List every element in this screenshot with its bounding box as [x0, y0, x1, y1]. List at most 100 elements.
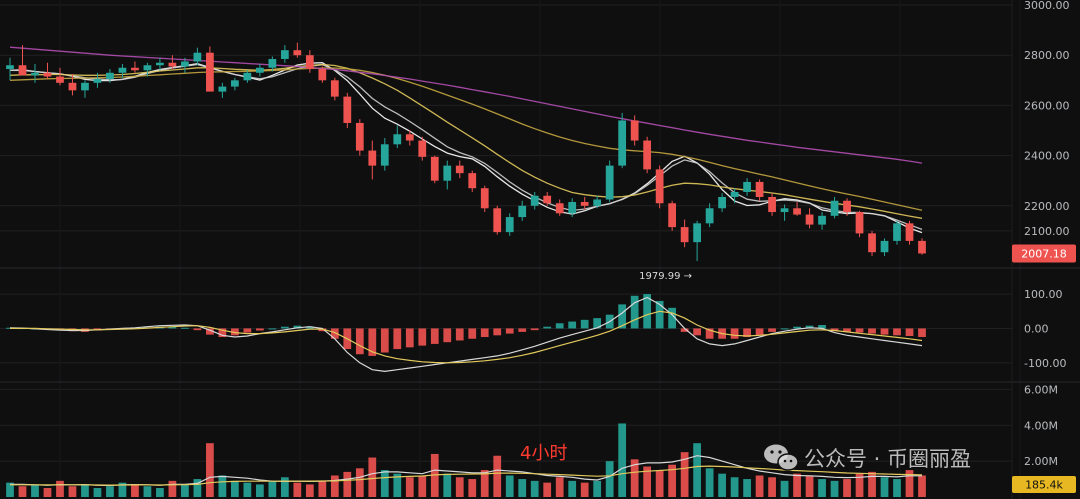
volume-bars: [6, 423, 926, 497]
candle: [380, 138, 389, 171]
candle-body: [231, 80, 239, 87]
macd-bar: [168, 327, 177, 329]
candle-body: [181, 61, 189, 67]
candle-body: [843, 200, 851, 213]
price-ma-line-4: [9, 67, 923, 211]
candle-body: [418, 140, 427, 157]
candle-body: [193, 52, 202, 62]
macd-bar: [418, 328, 427, 346]
macd-bar: [355, 328, 364, 355]
candle-body: [368, 150, 377, 166]
volume-bar: [143, 486, 152, 497]
volume-bar: [655, 470, 664, 497]
candle: [855, 210, 864, 238]
macd-bar: [218, 328, 227, 338]
candle: [68, 74, 77, 96]
candle: [81, 80, 89, 98]
candle-body: [855, 212, 864, 234]
candle: [31, 63, 39, 83]
candle-body: [918, 240, 926, 254]
macd-pane[interactable]: [6, 294, 926, 373]
macd-bar: [530, 328, 539, 331]
candle-body: [81, 82, 89, 91]
volume-bar: [630, 459, 639, 497]
candle: [393, 125, 402, 149]
candle-body: [730, 191, 739, 197]
volume-bar: [343, 471, 352, 497]
candle: [355, 119, 364, 156]
volume-bar: [568, 480, 577, 497]
timeframe-label: 4小时: [520, 443, 567, 464]
candle: [655, 165, 664, 209]
candle-body: [280, 50, 289, 59]
candle-body: [330, 80, 339, 97]
macd-bar: [655, 300, 664, 329]
macd-bar: [543, 326, 552, 329]
macd-bar: [568, 321, 577, 329]
candle-body: [18, 65, 27, 76]
macd-bar: [618, 304, 627, 329]
macd-bar: [830, 328, 839, 332]
volume-bar: [643, 466, 652, 497]
volume-bar: [605, 461, 614, 497]
candle: [305, 50, 314, 73]
candle-body: [318, 69, 327, 81]
last-price-tag: 2007.18: [1012, 244, 1076, 263]
volume-bar: [330, 475, 339, 497]
candle-body: [393, 134, 402, 145]
candle: [143, 62, 152, 77]
macd-bar: [555, 323, 564, 329]
macd-bar: [318, 328, 327, 332]
macd-bar: [793, 326, 801, 329]
price-tick-label: 2100.00: [1024, 225, 1070, 238]
volume-bar: [493, 455, 502, 497]
price-pane[interactable]: [6, 42, 926, 261]
macd-bar: [480, 328, 489, 338]
candle: [880, 238, 889, 256]
candle-body: [343, 96, 352, 123]
candle: [693, 220, 701, 261]
signal-line: [10, 310, 923, 364]
candle-body: [718, 196, 726, 209]
volume-bar: [181, 484, 189, 497]
macd-bar: [693, 328, 701, 336]
volume-bar: [156, 488, 164, 497]
macd-bar: [380, 328, 389, 353]
volume-bar: [368, 457, 377, 497]
candle: [905, 220, 914, 245]
candle: [43, 62, 52, 80]
candle: [6, 57, 14, 81]
volume-bar: [618, 423, 627, 497]
candle-body: [480, 188, 489, 209]
macd-bar: [680, 328, 689, 332]
candle-body: [156, 62, 164, 66]
candle-body: [893, 223, 901, 241]
volume-pane[interactable]: [6, 423, 926, 497]
candle-body: [880, 240, 889, 253]
volume-bar: [918, 475, 926, 497]
candlesticks: [6, 42, 926, 261]
price-tick-label: 2800.00: [1024, 49, 1070, 62]
volume-bar: [905, 470, 914, 497]
candle-body: [68, 82, 77, 91]
candle: [243, 70, 252, 83]
volume-bar: [305, 484, 314, 497]
volume-bar: [830, 480, 839, 497]
candle-body: [493, 208, 502, 233]
candle-body: [768, 196, 776, 213]
macd-bar: [855, 328, 864, 333]
low-price-annotation: 1979.99 →: [639, 271, 692, 282]
volume-bar: [106, 486, 114, 497]
candle: [793, 202, 801, 216]
candle: [231, 77, 239, 91]
candle: [818, 212, 826, 230]
candle-body: [255, 67, 264, 73]
candle: [156, 57, 164, 71]
macd-bar: [181, 327, 189, 329]
macd-bar: [493, 328, 502, 336]
candle: [805, 208, 814, 229]
candle-body: [218, 86, 227, 92]
volume-bar: [255, 484, 264, 497]
macd-bar: [755, 328, 764, 336]
